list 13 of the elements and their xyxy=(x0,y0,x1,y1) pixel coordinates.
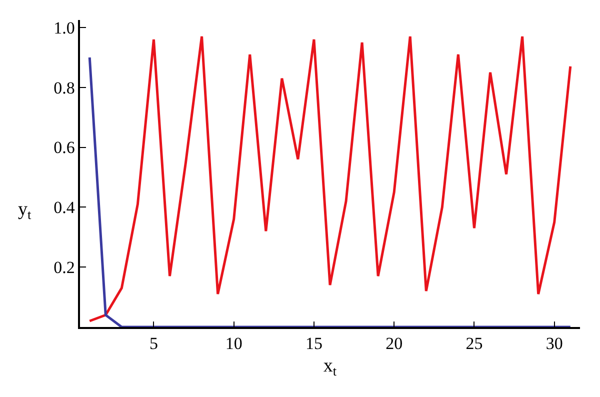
x-tick-label: 30 xyxy=(546,334,563,354)
x-tick-label: 10 xyxy=(225,334,242,354)
y-axis-title: y$_{t}$ xyxy=(18,199,32,222)
y-tick-label: 0.6 xyxy=(54,138,75,158)
y-tick-label: 0.4 xyxy=(54,198,76,218)
x-tick-label: 15 xyxy=(305,334,322,354)
x-tick-label: 5 xyxy=(149,334,158,354)
x-tick-label: 20 xyxy=(386,334,403,354)
x-axis-title: x$_{t}$ xyxy=(323,355,337,378)
x-tick-label: 25 xyxy=(466,334,483,354)
y-tick-label: 0.2 xyxy=(54,258,75,278)
y-tick-label: 0.8 xyxy=(54,78,75,98)
y-tick-label: 1.0 xyxy=(54,18,75,38)
